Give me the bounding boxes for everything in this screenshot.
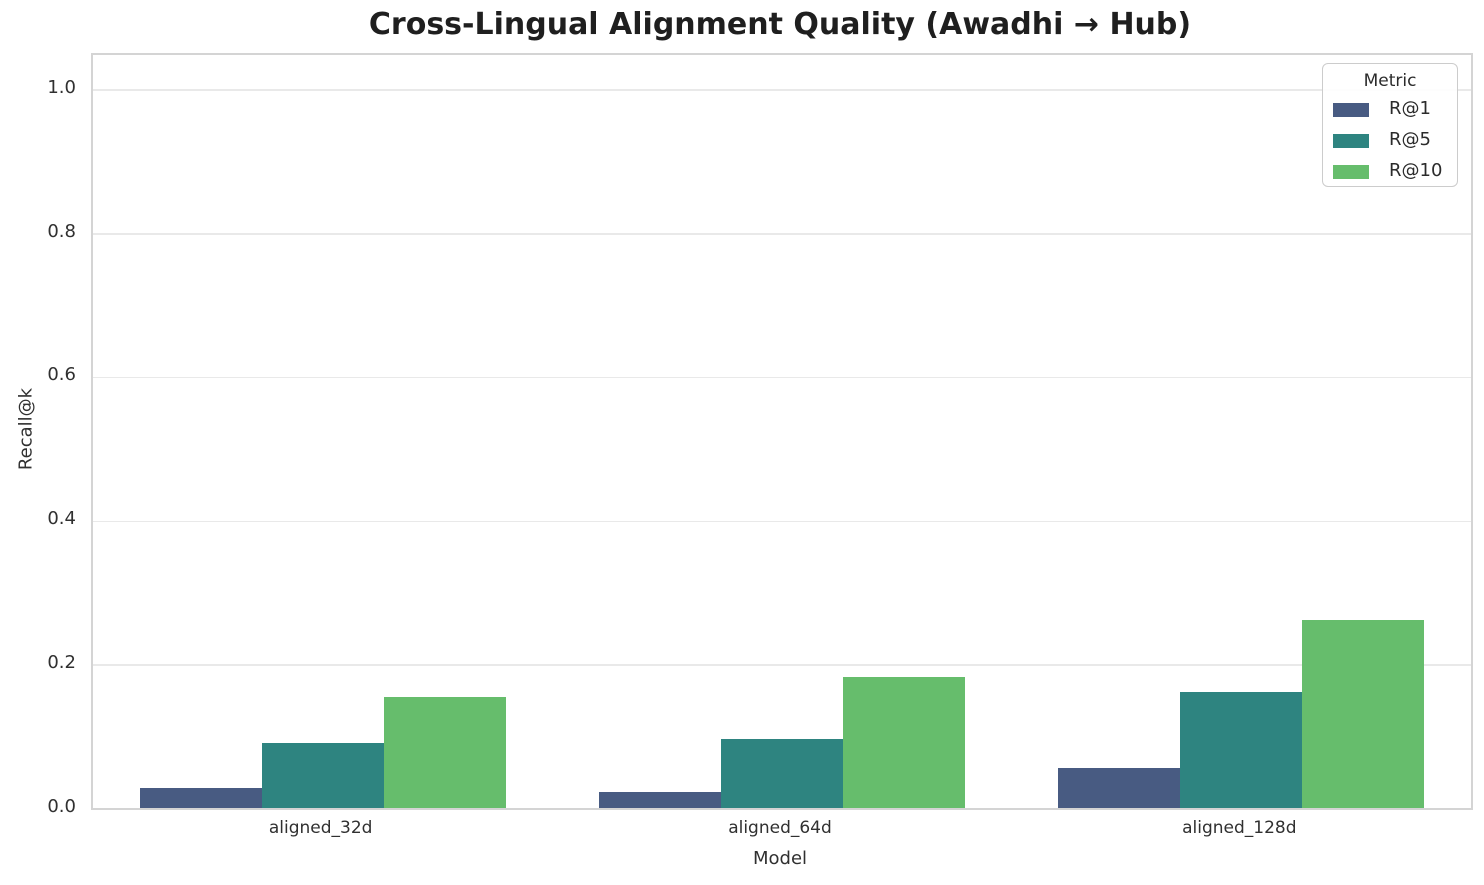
legend-swatch-icon <box>1333 165 1369 179</box>
x-tick-label-aligned_32d: aligned_32d <box>268 818 373 838</box>
plot-area <box>91 53 1473 810</box>
legend-entry-group: R@1 R@5 R@10 <box>1323 95 1457 188</box>
y-tick-label: 0.6 <box>47 364 76 386</box>
bar-aligned_64d-R@1 <box>599 792 721 808</box>
y-tick-label: 0.4 <box>47 508 76 530</box>
y-axis-label: Recall@k <box>15 387 37 471</box>
legend: Metric R@1 R@5 R@10 <box>1322 63 1458 187</box>
legend-label: R@10 <box>1389 160 1443 181</box>
x-axis-label: Model <box>752 848 808 869</box>
legend-entry-R@1: R@1 <box>1323 95 1457 126</box>
legend-entry-R@5: R@5 <box>1323 126 1457 157</box>
bar-aligned_128d-R@5 <box>1180 692 1303 808</box>
legend-label: R@1 <box>1389 98 1431 119</box>
legend-swatch-icon <box>1333 103 1369 117</box>
chart-title: Cross-Lingual Alignment Quality (Awadhi … <box>368 7 1192 42</box>
bar-aligned_128d-R@1 <box>1058 767 1181 808</box>
y-tick-label: 0.8 <box>47 220 76 242</box>
legend-entry-R@10: R@10 <box>1323 157 1457 188</box>
x-tick-label-aligned_128d: aligned_128d <box>1182 818 1297 838</box>
legend-swatch-icon <box>1333 134 1369 148</box>
y-tick-label: 0.0 <box>47 795 76 817</box>
bar-aligned_32d-R@5 <box>261 743 384 808</box>
bar-aligned_64d-R@5 <box>721 739 843 808</box>
gridline <box>93 89 1471 91</box>
bar-aligned_64d-R@10 <box>843 676 965 808</box>
bar-aligned_32d-R@10 <box>383 697 506 808</box>
bar-aligned_32d-R@1 <box>139 787 262 808</box>
y-tick-label: 1.0 <box>47 76 76 98</box>
y-tick-label: 0.2 <box>47 651 76 673</box>
gridline <box>93 664 1471 666</box>
gridline <box>93 376 1471 379</box>
legend-label: R@5 <box>1389 129 1431 150</box>
gridline <box>93 520 1471 523</box>
bar-aligned_128d-R@10 <box>1302 620 1425 808</box>
gridline <box>93 233 1471 235</box>
legend-title: Metric <box>1363 71 1417 91</box>
x-tick-label-aligned_64d: aligned_64d <box>728 818 832 838</box>
